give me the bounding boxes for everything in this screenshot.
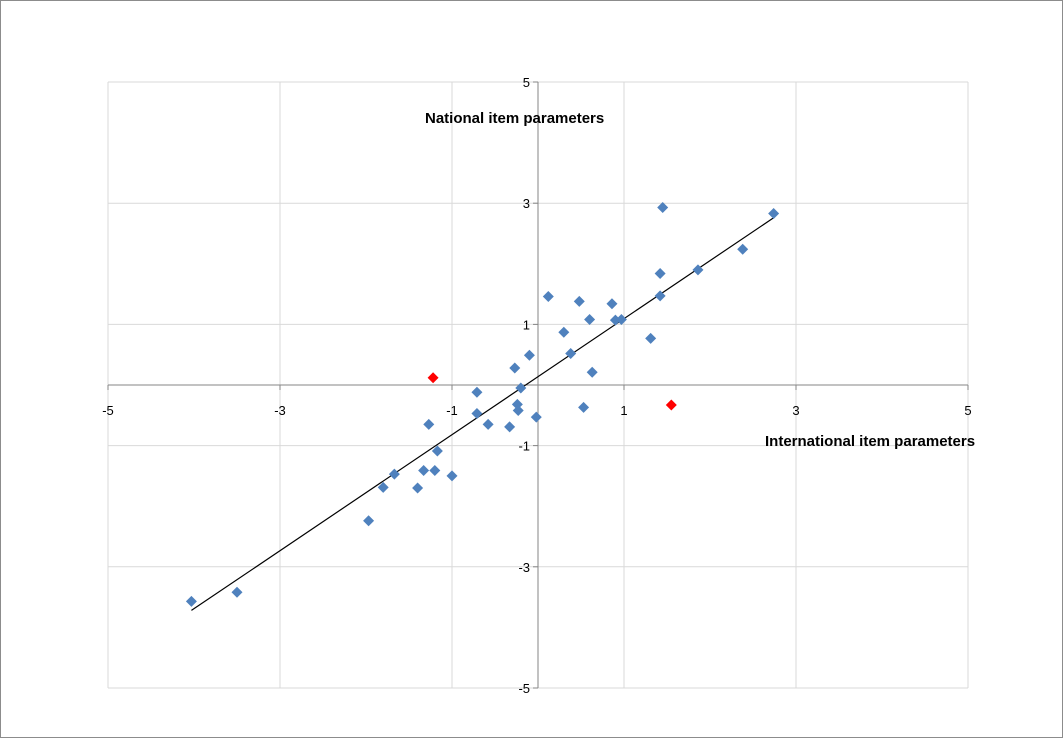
- data-point: [377, 481, 389, 493]
- data-point: [523, 349, 535, 361]
- axes: [107, 81, 969, 689]
- x-tick-label: 1: [620, 403, 627, 418]
- data-point: [530, 411, 542, 423]
- data-point: [542, 291, 554, 303]
- data-point: [654, 290, 666, 302]
- y-tick-label: -5: [518, 681, 530, 696]
- data-point: [423, 418, 435, 430]
- data-point: [584, 314, 596, 326]
- data-point: [418, 464, 430, 476]
- data-point: [512, 404, 524, 416]
- highlighted-data-point: [665, 399, 677, 411]
- y-tick-label: 5: [523, 75, 530, 90]
- data-point: [645, 332, 657, 344]
- data-point: [363, 515, 375, 527]
- data-point: [231, 586, 243, 598]
- y-tick-label: 3: [523, 196, 530, 211]
- data-point: [471, 386, 483, 398]
- data-point: [654, 267, 666, 279]
- y-axis-title: National item parameters: [425, 110, 604, 127]
- data-point: [578, 401, 590, 413]
- data-point: [573, 295, 585, 307]
- x-tick-label: -1: [446, 403, 458, 418]
- x-axis-title: International item parameters: [765, 433, 975, 450]
- x-tick-label: 5: [964, 403, 971, 418]
- data-point: [509, 362, 521, 374]
- data-point: [692, 264, 704, 276]
- y-tick-label: 1: [523, 317, 530, 332]
- x-tick-label: 3: [792, 403, 799, 418]
- data-point: [429, 464, 441, 476]
- data-point: [412, 482, 424, 494]
- data-point: [737, 243, 749, 255]
- trendline: [191, 217, 774, 611]
- data-point: [657, 201, 669, 213]
- data-point: [586, 366, 598, 378]
- data-point: [615, 314, 627, 326]
- data-points: [185, 201, 780, 607]
- tick-labels: -5 -3 -1 1 3 5 -5 -3 -1 1 3 5: [102, 75, 971, 696]
- data-point: [482, 418, 494, 430]
- data-point: [565, 347, 577, 359]
- x-tick-label: -3: [274, 403, 286, 418]
- data-point: [388, 468, 400, 480]
- data-point: [606, 298, 618, 310]
- data-point: [515, 382, 527, 394]
- data-point: [471, 407, 483, 419]
- data-point: [431, 445, 443, 457]
- data-point: [558, 326, 570, 338]
- data-point: [504, 421, 516, 433]
- data-point: [185, 595, 197, 607]
- data-point: [768, 208, 780, 220]
- data-point: [446, 470, 458, 482]
- y-tick-label: -3: [518, 560, 530, 575]
- trendline-layer: [191, 217, 774, 611]
- x-tick-label: -5: [102, 403, 114, 418]
- highlighted-data-point: [427, 372, 439, 384]
- y-tick-label: -1: [518, 439, 530, 454]
